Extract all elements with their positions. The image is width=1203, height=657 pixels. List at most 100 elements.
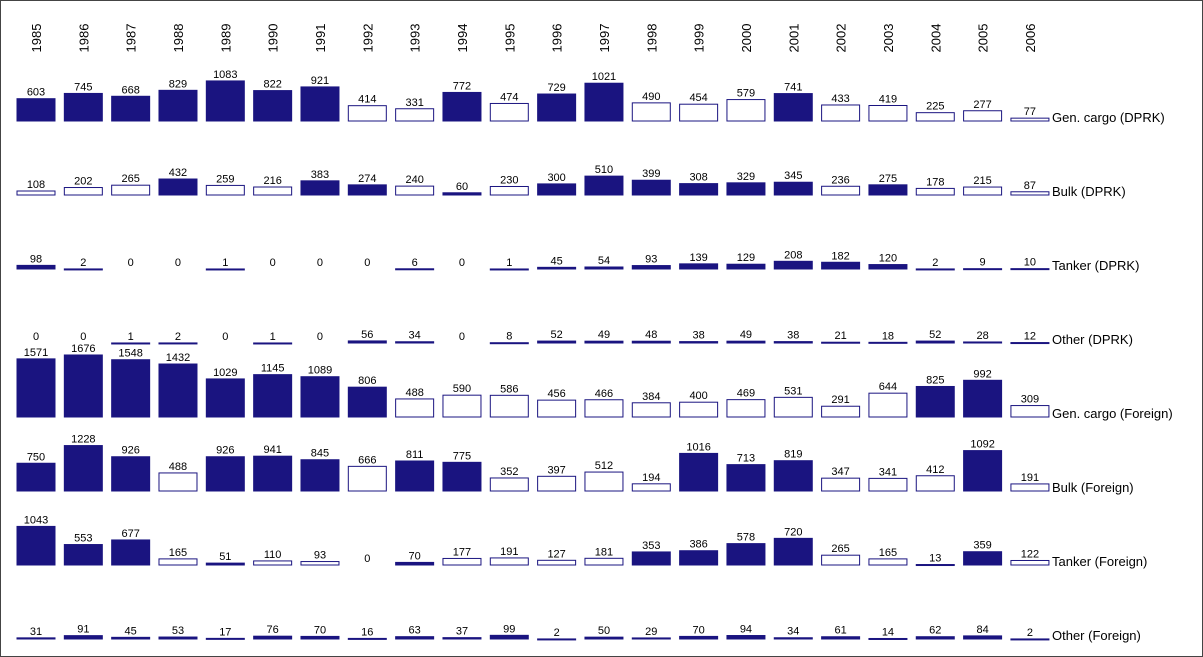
bar — [773, 637, 813, 640]
year-label: 2000 — [739, 24, 754, 53]
bar — [395, 561, 435, 566]
bar — [489, 394, 529, 418]
bar — [16, 462, 56, 492]
value-label: 775 — [453, 450, 471, 462]
bar — [726, 182, 766, 196]
bar — [489, 268, 529, 271]
value-label: 921 — [311, 75, 329, 87]
value-label: 34 — [409, 330, 421, 342]
value-label: 1 — [128, 331, 134, 343]
bar — [300, 459, 340, 492]
bar — [395, 636, 435, 640]
value-label: 1083 — [213, 69, 237, 81]
year-label: 1986 — [76, 24, 91, 53]
bar — [253, 374, 293, 418]
value-label: 1571 — [24, 347, 48, 359]
value-label: 56 — [361, 329, 373, 341]
value-label: 1145 — [261, 363, 285, 375]
bar — [821, 405, 861, 418]
bar — [679, 103, 719, 122]
year-label: 1994 — [455, 24, 470, 53]
value-label: 277 — [973, 99, 991, 111]
value-label: 397 — [547, 464, 565, 476]
value-label: 0 — [80, 331, 86, 343]
bar — [963, 551, 1003, 566]
value-label: 2 — [80, 257, 86, 269]
value-label: 1021 — [592, 71, 616, 83]
value-label: 17 — [219, 626, 231, 638]
value-label: 590 — [453, 383, 471, 395]
value-label: 181 — [595, 546, 613, 558]
value-label: 1676 — [71, 343, 95, 355]
value-label: 70 — [314, 624, 326, 636]
value-label: 9 — [980, 257, 986, 269]
value-label: 1092 — [970, 439, 994, 451]
value-label: 265 — [831, 543, 849, 555]
bar — [300, 635, 340, 640]
year-label: 1995 — [502, 24, 517, 53]
value-label: 845 — [311, 448, 329, 460]
year-label: 1987 — [124, 24, 139, 53]
value-label: 1016 — [686, 441, 710, 453]
value-label: 48 — [645, 329, 657, 341]
value-label: 28 — [976, 330, 988, 342]
bar — [111, 342, 151, 345]
value-label: 745 — [74, 81, 92, 93]
bar — [963, 635, 1003, 640]
value-label: 94 — [740, 624, 752, 636]
bar — [347, 386, 387, 418]
value-label: 60 — [456, 181, 468, 193]
value-label: 259 — [216, 173, 234, 185]
value-label: 454 — [689, 92, 707, 104]
value-label: 713 — [737, 453, 755, 465]
bar — [773, 93, 813, 122]
value-label: 0 — [459, 331, 465, 343]
value-label: 37 — [456, 626, 468, 638]
bar — [347, 465, 387, 492]
bar — [442, 637, 482, 640]
bar — [584, 82, 624, 122]
bar — [111, 95, 151, 122]
bar — [16, 190, 56, 196]
value-label: 345 — [784, 170, 802, 182]
bar — [395, 398, 435, 418]
bar — [584, 340, 624, 344]
value-label: 666 — [358, 454, 376, 466]
value-label: 1 — [506, 257, 512, 269]
bar — [442, 461, 482, 492]
value-label: 62 — [929, 625, 941, 637]
bar — [726, 464, 766, 492]
bar — [679, 401, 719, 418]
bar — [537, 93, 577, 122]
bar — [395, 268, 435, 271]
bar — [773, 537, 813, 566]
bar — [1010, 638, 1050, 641]
value-label: 49 — [740, 329, 752, 341]
bar — [158, 636, 198, 640]
bar — [205, 268, 245, 271]
value-label: 926 — [216, 445, 234, 457]
year-label: 1990 — [266, 24, 281, 53]
row-label: Other (Foreign) — [1052, 628, 1141, 643]
bar — [915, 385, 955, 418]
value-label: 12 — [1024, 331, 1036, 343]
value-label: 586 — [500, 383, 518, 395]
bar — [821, 261, 861, 270]
value-label: 91 — [77, 624, 89, 636]
value-label: 120 — [879, 253, 897, 265]
value-label: 822 — [263, 79, 281, 91]
value-label: 13 — [929, 553, 941, 565]
value-label: 0 — [317, 257, 323, 269]
row-label: Gen. cargo (Foreign) — [1052, 406, 1173, 421]
bar — [963, 110, 1003, 122]
bar — [631, 340, 671, 344]
value-label: 383 — [311, 169, 329, 181]
bar — [111, 539, 151, 566]
value-label: 677 — [121, 528, 139, 540]
value-label: 225 — [926, 101, 944, 113]
bar — [631, 402, 671, 418]
value-label: 52 — [929, 329, 941, 341]
bar — [205, 378, 245, 418]
value-label: 2 — [932, 257, 938, 269]
